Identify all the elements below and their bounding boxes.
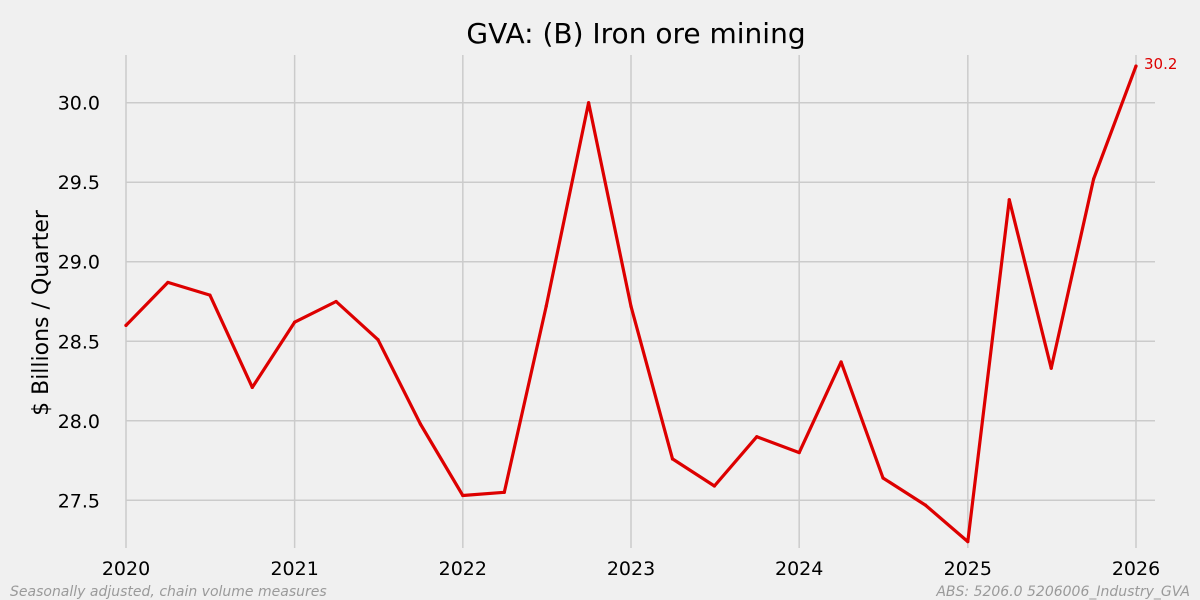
x-tick-label: 2025 [944,558,992,580]
y-tick-label: 28.5 [58,331,100,353]
x-tick-label: 2020 [102,558,150,580]
y-axis-label: $ Billions / Quarter [29,209,54,416]
data-point [587,101,591,105]
data-point [250,385,254,389]
data-point [418,422,423,426]
y-gridlines [126,101,1155,502]
data-point [376,338,380,342]
data-point [208,293,212,297]
x-tick-label: 2021 [270,558,318,580]
chart-title: GVA: (B) Iron ore mining [466,17,805,50]
end-value-label: 30.2 [1144,55,1177,73]
x-tick-labels: 2020 2021 2022 2023 2024 2025 2026 [102,558,1160,580]
data-point [1049,366,1053,370]
data-point [1092,177,1096,181]
data-point [334,299,338,304]
data-point [966,540,970,544]
data-point [881,476,885,480]
x-tick-label: 2023 [607,558,655,580]
data-point [629,304,633,308]
data-point [712,484,716,488]
data-point [1007,198,1011,202]
x-tick-label: 2026 [1112,558,1160,580]
data-point [544,304,548,308]
data-point [839,360,843,364]
y-tick-label: 29.5 [58,172,100,194]
y-tick-label: 29.0 [58,252,100,274]
data-point [502,490,506,494]
x-tick-label: 2022 [439,558,487,580]
x-gridlines [125,55,1137,548]
data-point [166,280,170,285]
x-tick-label: 2024 [775,558,823,580]
footer-source: ABS: 5206.0 5206006_Industry_GVA [935,584,1190,600]
y-tick-label: 28.0 [58,411,100,433]
data-point [755,435,759,439]
data-point [1134,64,1138,68]
data-point [797,450,801,455]
data-point [461,493,465,498]
series-layer [124,64,1138,544]
data-point [124,323,128,327]
y-tick-labels: 27.5 28.0 28.5 29.0 29.5 30.0 [58,93,100,513]
y-tick-label: 30.0 [58,93,100,115]
footer-note: Seasonally adjusted, chain volume measur… [10,584,327,600]
data-point [923,503,928,507]
y-tick-label: 27.5 [58,490,100,512]
data-point [293,320,297,324]
data-point [670,457,675,461]
